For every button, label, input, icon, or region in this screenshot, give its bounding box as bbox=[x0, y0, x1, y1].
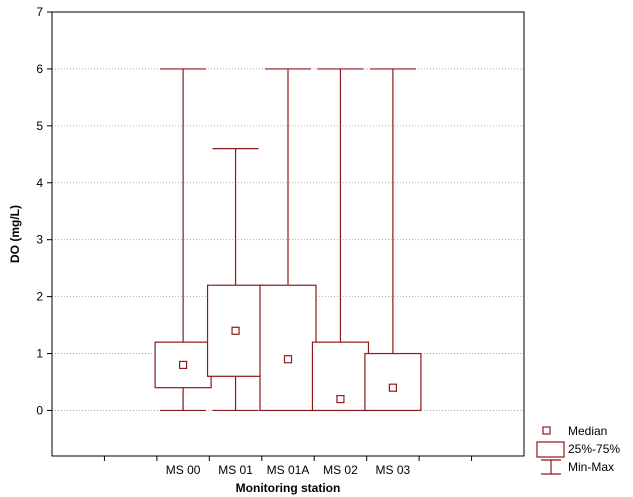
grid-lines bbox=[52, 68, 524, 411]
box-series bbox=[154, 68, 422, 412]
median-marker-ms-01 bbox=[231, 326, 240, 335]
y-tick-label-2: 2 bbox=[36, 290, 43, 304]
box-ms-03 bbox=[364, 68, 422, 412]
box-ms-00 bbox=[154, 68, 212, 412]
y-axis-title: DO (mg/L) bbox=[8, 205, 22, 263]
iqr-box-ms-03 bbox=[364, 352, 422, 412]
y-tick-label-5: 5 bbox=[36, 119, 43, 133]
x-tick-label-ms-01a: MS 01A bbox=[267, 463, 310, 477]
median-marker-ms-00 bbox=[179, 360, 188, 370]
x-tick-label-ms-00: MS 00 bbox=[166, 463, 201, 477]
median-marker-ms-03 bbox=[388, 383, 397, 392]
y-tick-label-7: 7 bbox=[36, 5, 43, 19]
x-tick-label-ms-03: MS 03 bbox=[376, 463, 411, 477]
y-axis: 0 1 2 3 4 5 6 7 bbox=[36, 5, 52, 417]
legend: Median 25%-75% Min-Max bbox=[536, 424, 620, 475]
legend-whisker-marker bbox=[541, 459, 561, 475]
legend-median-marker bbox=[542, 426, 551, 435]
y-tick-label-4: 4 bbox=[36, 176, 43, 190]
box-ms-02 bbox=[311, 68, 370, 412]
median-marker-ms-02 bbox=[336, 394, 345, 404]
x-tick-label-ms-01: MS 01 bbox=[218, 463, 253, 477]
legend-whisker-label: Min-Max bbox=[568, 460, 614, 474]
x-axis-title: Monitoring station bbox=[236, 481, 341, 495]
box-ms-01a bbox=[259, 68, 317, 412]
y-tick-label-0: 0 bbox=[36, 403, 43, 417]
legend-box-marker bbox=[536, 441, 565, 458]
iqr-box-ms-01a bbox=[259, 284, 317, 412]
median-marker-ms-01a bbox=[283, 355, 293, 364]
x-axis: MS 00 MS 01 MS 01A MS 02 MS 03 bbox=[103, 456, 473, 477]
box-ms-01 bbox=[206, 148, 265, 412]
y-tick-label-1: 1 bbox=[36, 347, 43, 361]
x-tick-label-ms-02: MS 02 bbox=[323, 463, 358, 477]
legend-median-label: Median bbox=[568, 424, 607, 438]
legend-box-label: 25%-75% bbox=[568, 442, 620, 456]
y-tick-label-3: 3 bbox=[36, 233, 43, 247]
y-tick-label-6: 6 bbox=[36, 62, 43, 76]
plot-frame bbox=[51, 11, 525, 457]
